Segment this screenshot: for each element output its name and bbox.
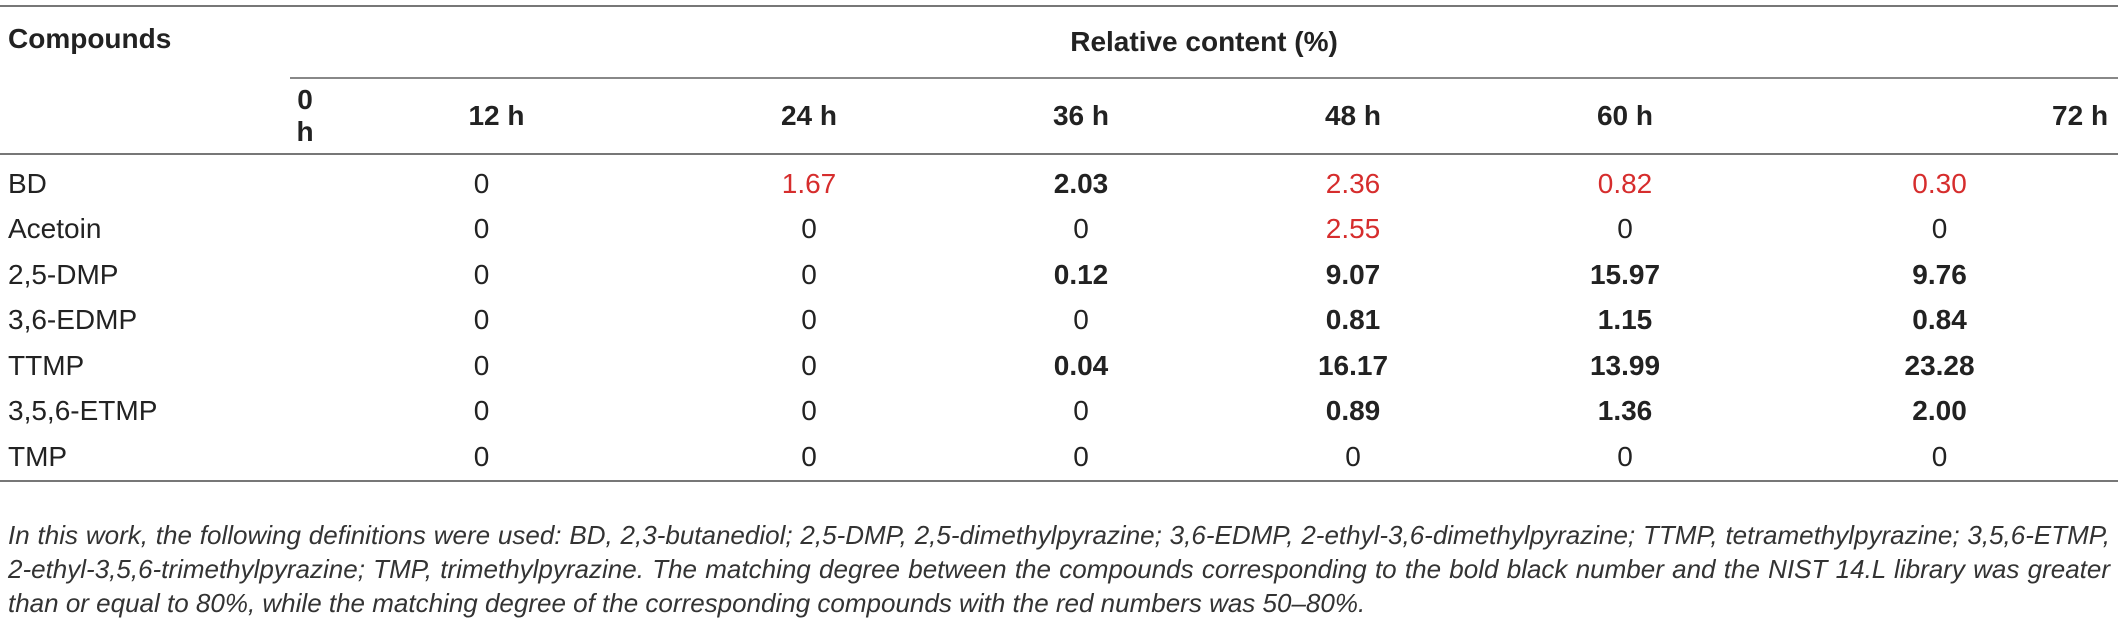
- value-cell: 0: [473, 304, 490, 336]
- value-cell: 0: [801, 304, 817, 336]
- value-cell: 0.04: [1053, 349, 1109, 381]
- compound-name-cell: 3,6-EDMP: [8, 304, 138, 336]
- table-body: BD 0 1.67 2.03 2.36 0.82 0.30 0 Acetoin 0 0 0 2.55 0 0…: [0, 154, 2118, 481]
- value-cell: 13.99: [1589, 349, 1661, 381]
- time-header-24h: 24 h: [780, 100, 838, 131]
- value-cell: 1.67: [781, 167, 837, 199]
- value-cell: 0.84: [1912, 304, 1967, 336]
- value-cell: 0: [473, 349, 490, 381]
- value-cell: 2.36: [1325, 167, 1381, 199]
- value-cell: 0: [1073, 440, 1089, 472]
- value-cell: 0.30: [1912, 167, 1967, 199]
- time-header-12h: 12 h: [468, 100, 525, 131]
- value-cell: 0: [801, 395, 817, 427]
- value-cell: 0: [801, 258, 817, 290]
- time-header-48h: 48 h: [1324, 100, 1382, 131]
- value-cell: 0: [1931, 440, 1948, 472]
- value-cell: 0: [1617, 440, 1633, 472]
- value-cell: 2.03: [1053, 167, 1109, 199]
- table-row: TMP0000009.58: [0, 434, 2118, 481]
- table-footnote: In this work, the following definitions …: [8, 520, 2110, 618]
- time-header-0h: 0 h: [296, 84, 314, 147]
- value-cell: 9.76: [1912, 258, 1967, 290]
- value-cell: 0: [473, 167, 490, 199]
- value-cell: 0: [1073, 304, 1089, 336]
- value-cell: 0.81: [1325, 304, 1381, 336]
- value-cell: 0: [801, 213, 817, 245]
- value-cell: 0: [473, 440, 490, 472]
- value-cell: 2.00: [1912, 395, 1967, 427]
- value-cell: 0: [473, 213, 490, 245]
- time-header-36h: 36 h: [1052, 100, 1110, 131]
- time-header-60h: 60 h: [1596, 100, 1654, 131]
- value-cell: 23.28: [1904, 349, 1975, 381]
- value-cell: 0: [1931, 213, 1948, 245]
- compounds-header: Compounds: [8, 23, 172, 54]
- value-cell: 0: [1073, 395, 1089, 427]
- value-cell: 15.97: [1589, 258, 1661, 290]
- relative-content-table: Compounds Relative content (%) 0 h 12 h …: [0, 5, 2118, 482]
- value-cell: 0: [801, 349, 817, 381]
- value-cell: 9.07: [1325, 258, 1381, 290]
- compound-name-cell: 3,5,6-ETMP: [8, 395, 158, 427]
- value-cell: 0.12: [1053, 258, 1109, 290]
- value-cell: 0: [801, 440, 817, 472]
- time-header-72h: 72 h: [2052, 100, 2109, 131]
- value-cell: 0: [473, 395, 490, 427]
- value-cell: 0: [1073, 213, 1089, 245]
- value-cell: 0.89: [1325, 395, 1381, 427]
- compound-name-cell: 2,5-DMP: [8, 258, 119, 290]
- value-cell: 1.36: [1597, 395, 1653, 427]
- value-cell: 0: [1617, 213, 1633, 245]
- compound-name-cell: BD: [8, 167, 47, 199]
- relative-content-header: Relative content (%): [290, 6, 2118, 79]
- value-cell: 0: [473, 258, 490, 290]
- value-cell: 1.15: [1597, 304, 1653, 336]
- compound-name-cell: TMP: [8, 440, 68, 472]
- compound-name-cell: TTMP: [8, 349, 85, 381]
- value-cell: 0: [1345, 440, 1361, 472]
- value-cell: 0.82: [1597, 167, 1653, 199]
- compound-name-cell: Acetoin: [8, 213, 102, 245]
- value-cell: 16.17: [1317, 349, 1389, 381]
- value-cell: 2.55: [1325, 213, 1381, 245]
